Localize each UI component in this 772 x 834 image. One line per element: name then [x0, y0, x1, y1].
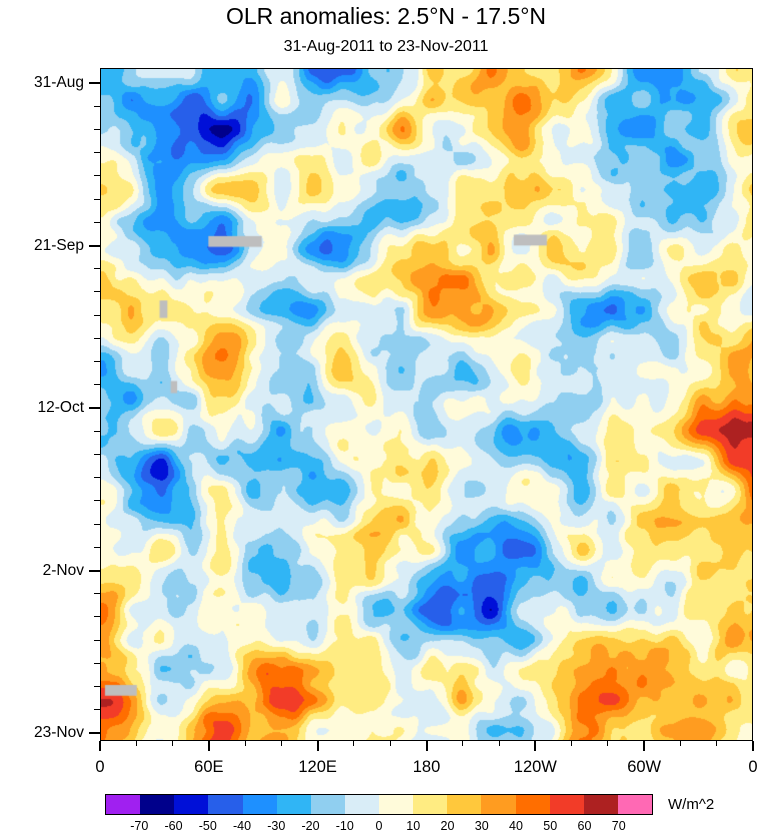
y-minor-tick	[94, 453, 100, 455]
colorbar-tick-label: 60	[577, 819, 592, 833]
plot-area	[100, 68, 753, 741]
y-major-tick	[89, 82, 100, 84]
colorbar-segment	[106, 795, 141, 814]
y-tick-label: 2-Nov	[42, 561, 84, 579]
x-major-tick	[534, 741, 537, 751]
colorbar-tick-label: -70	[130, 819, 149, 833]
colorbar-segment	[447, 795, 482, 814]
colorbar-segment	[242, 795, 277, 814]
x-minor-tick	[498, 741, 500, 746]
y-minor-tick	[94, 268, 100, 270]
y-minor-tick	[94, 314, 100, 316]
colorbar-segment	[379, 795, 414, 814]
y-major-tick	[89, 244, 100, 247]
colorbar-tick-label: 40	[509, 819, 523, 833]
y-minor-tick	[94, 361, 100, 363]
colorbar-tick-label: 30	[474, 819, 489, 833]
x-minor-tick	[571, 741, 573, 746]
colorbar-segment	[310, 795, 345, 814]
colorbar-tick-label: -10	[335, 819, 354, 833]
y-minor-tick	[94, 686, 100, 688]
x-minor-tick	[462, 741, 464, 746]
colorbar-tick-label: -50	[198, 819, 217, 833]
x-minor-tick	[607, 741, 609, 746]
colorbar-tick-label: -60	[164, 819, 183, 833]
colorbar-labels: -70 -60 -50 -40 -30 -20 -10 0 10 20 30 40 50 60 70	[105, 819, 653, 834]
x-tick-label: 0	[748, 758, 758, 776]
x-major-tick	[99, 741, 101, 751]
y-minor-tick	[94, 616, 100, 618]
y-minor-tick	[94, 430, 100, 432]
colorbar-tick-label: 70	[611, 819, 626, 833]
colorbar-segment	[617, 795, 652, 814]
colorbar-tick-label: -20	[301, 819, 320, 833]
x-major-tick	[207, 741, 210, 751]
colorbar-segment	[583, 795, 618, 814]
colorbar-segment	[549, 795, 584, 814]
chart-subtitle: 31-Aug-2011 to 23-Nov-2011	[283, 38, 489, 55]
x-minor-tick	[353, 741, 355, 746]
colorbar-tick-label: -30	[267, 819, 286, 833]
y-minor-tick	[94, 152, 100, 154]
y-major-tick	[89, 732, 100, 734]
x-tick-label: 0	[95, 758, 105, 776]
x-minor-tick	[280, 741, 282, 746]
x-tick-label: 60E	[194, 758, 224, 776]
x-minor-tick	[135, 741, 137, 746]
olr-anomaly-field	[101, 69, 752, 740]
y-minor-tick	[94, 546, 100, 548]
colorbar-tick-label: -40	[232, 819, 252, 833]
x-tick-label: 120W	[513, 758, 557, 776]
y-tick-label: 12-Oct	[37, 399, 84, 416]
x-tick-label: 60W	[627, 758, 662, 776]
colorbar-tick-label: 20	[440, 819, 455, 833]
x-minor-tick	[389, 741, 391, 746]
colorbar-units-label: W/m^2	[668, 796, 715, 813]
y-minor-tick	[94, 709, 100, 711]
colorbar-tick-label: 0	[375, 819, 383, 833]
colorbar-segment	[140, 795, 175, 814]
x-major-tick	[643, 741, 646, 751]
y-major-tick	[89, 569, 100, 572]
x-major-tick	[752, 741, 754, 751]
x-tick-label: 180	[412, 758, 441, 776]
colorbar-tick-label: 50	[543, 819, 558, 833]
colorbar-segment	[276, 795, 311, 814]
y-minor-tick	[94, 291, 100, 293]
y-tick-label: 23-Nov	[34, 724, 84, 741]
y-minor-tick	[94, 198, 100, 200]
x-major-tick	[425, 741, 428, 751]
y-minor-tick	[94, 593, 100, 595]
colorbar-segment	[344, 795, 379, 814]
colorbar-segment	[481, 795, 516, 814]
y-tick-label: 31-Aug	[34, 74, 84, 91]
colorbar-segment	[208, 795, 243, 814]
x-minor-tick	[244, 741, 246, 746]
y-minor-tick	[94, 500, 100, 502]
y-minor-tick	[94, 221, 100, 223]
x-minor-tick	[172, 741, 174, 746]
colorbar-segment	[174, 795, 209, 814]
x-major-tick	[316, 741, 319, 751]
x-minor-tick	[679, 741, 681, 746]
y-minor-tick	[94, 639, 100, 641]
y-minor-tick	[94, 105, 100, 107]
chart-title: OLR anomalies: 2.5°N - 17.5°N	[225, 3, 547, 29]
y-minor-tick	[94, 523, 100, 525]
y-minor-tick	[94, 384, 100, 386]
colorbar	[105, 794, 653, 815]
colorbar-segment	[413, 795, 448, 814]
colorbar-segment	[515, 795, 550, 814]
y-minor-tick	[94, 128, 100, 130]
x-minor-tick	[716, 741, 718, 746]
colorbar-tick-label: 10	[406, 819, 421, 833]
y-tick-label: 21-Sep	[34, 236, 84, 254]
y-minor-tick	[94, 175, 100, 177]
y-minor-tick	[94, 337, 100, 339]
y-minor-tick	[94, 662, 100, 664]
y-minor-tick	[94, 477, 100, 479]
x-tick-label: 120E	[298, 758, 337, 776]
y-major-tick	[89, 407, 100, 409]
